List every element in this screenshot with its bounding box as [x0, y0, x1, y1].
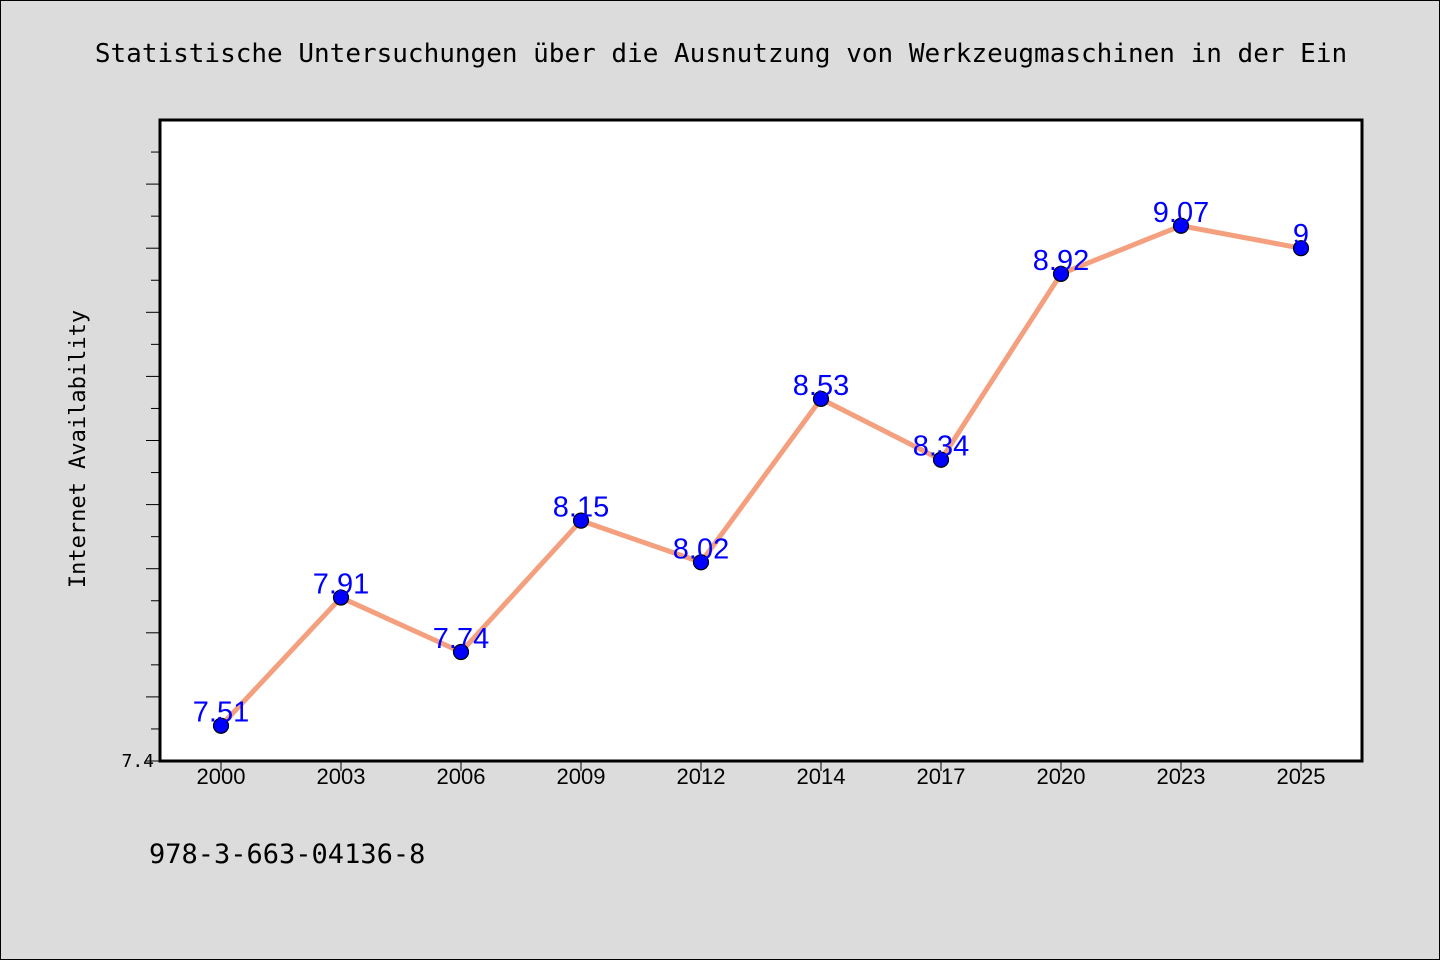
x-tick-label: 2025 [1277, 764, 1326, 789]
data-label: 8.53 [793, 370, 849, 402]
plot-area [158, 118, 1364, 763]
y-axis-ticks: 7.4 [121, 151, 160, 772]
data-point [572, 512, 590, 529]
data-label: 9.07 [1153, 197, 1209, 229]
data-point [1292, 240, 1310, 257]
x-tick-label: 2000 [197, 764, 246, 789]
series-layer: 7.51 7.91 7.74 8.15 8.02 8.53 8.34 8.92 9.07 9 [193, 197, 1310, 734]
x-axis-ticks: 2000 2003 2006 2009 2012 2014 2017 2020 2023 2025 [197, 761, 1326, 789]
series-line [218, 223, 1304, 729]
x-tick-label: 2003 [317, 764, 366, 789]
y-axis-label: Internet Availability [66, 310, 91, 588]
x-tick-label: 2020 [1037, 764, 1086, 789]
data-label: 7.51 [193, 697, 249, 729]
x-tick-label: 2006 [437, 764, 486, 789]
data-label: 7.91 [313, 569, 369, 601]
x-tick-label: 2009 [557, 764, 606, 789]
data-label: 8.02 [673, 533, 729, 565]
data-point [1172, 217, 1190, 234]
data-point [1052, 265, 1070, 282]
data-label: 9 [1293, 219, 1309, 251]
data-label: 7.74 [433, 623, 489, 655]
x-tick-label: 2012 [677, 764, 726, 789]
data-point [692, 554, 710, 571]
data-point [452, 643, 470, 661]
x-tick-label: 2023 [1157, 764, 1206, 789]
data-point [332, 589, 350, 606]
isbn-footer: 978-3-663-04136-8 [149, 839, 425, 870]
chart-title: Statistische Untersuchungen über die Aus… [95, 39, 1347, 69]
data-point [812, 390, 830, 407]
data-point [212, 717, 230, 734]
data-label: 8.92 [1033, 245, 1089, 277]
x-tick-label: 2014 [797, 764, 846, 789]
data-label: 8.15 [553, 492, 609, 524]
data-point [932, 451, 950, 468]
y-tick-label: 7.4 [121, 751, 154, 772]
data-label: 8.34 [913, 431, 969, 463]
x-tick-label: 2017 [917, 764, 966, 789]
